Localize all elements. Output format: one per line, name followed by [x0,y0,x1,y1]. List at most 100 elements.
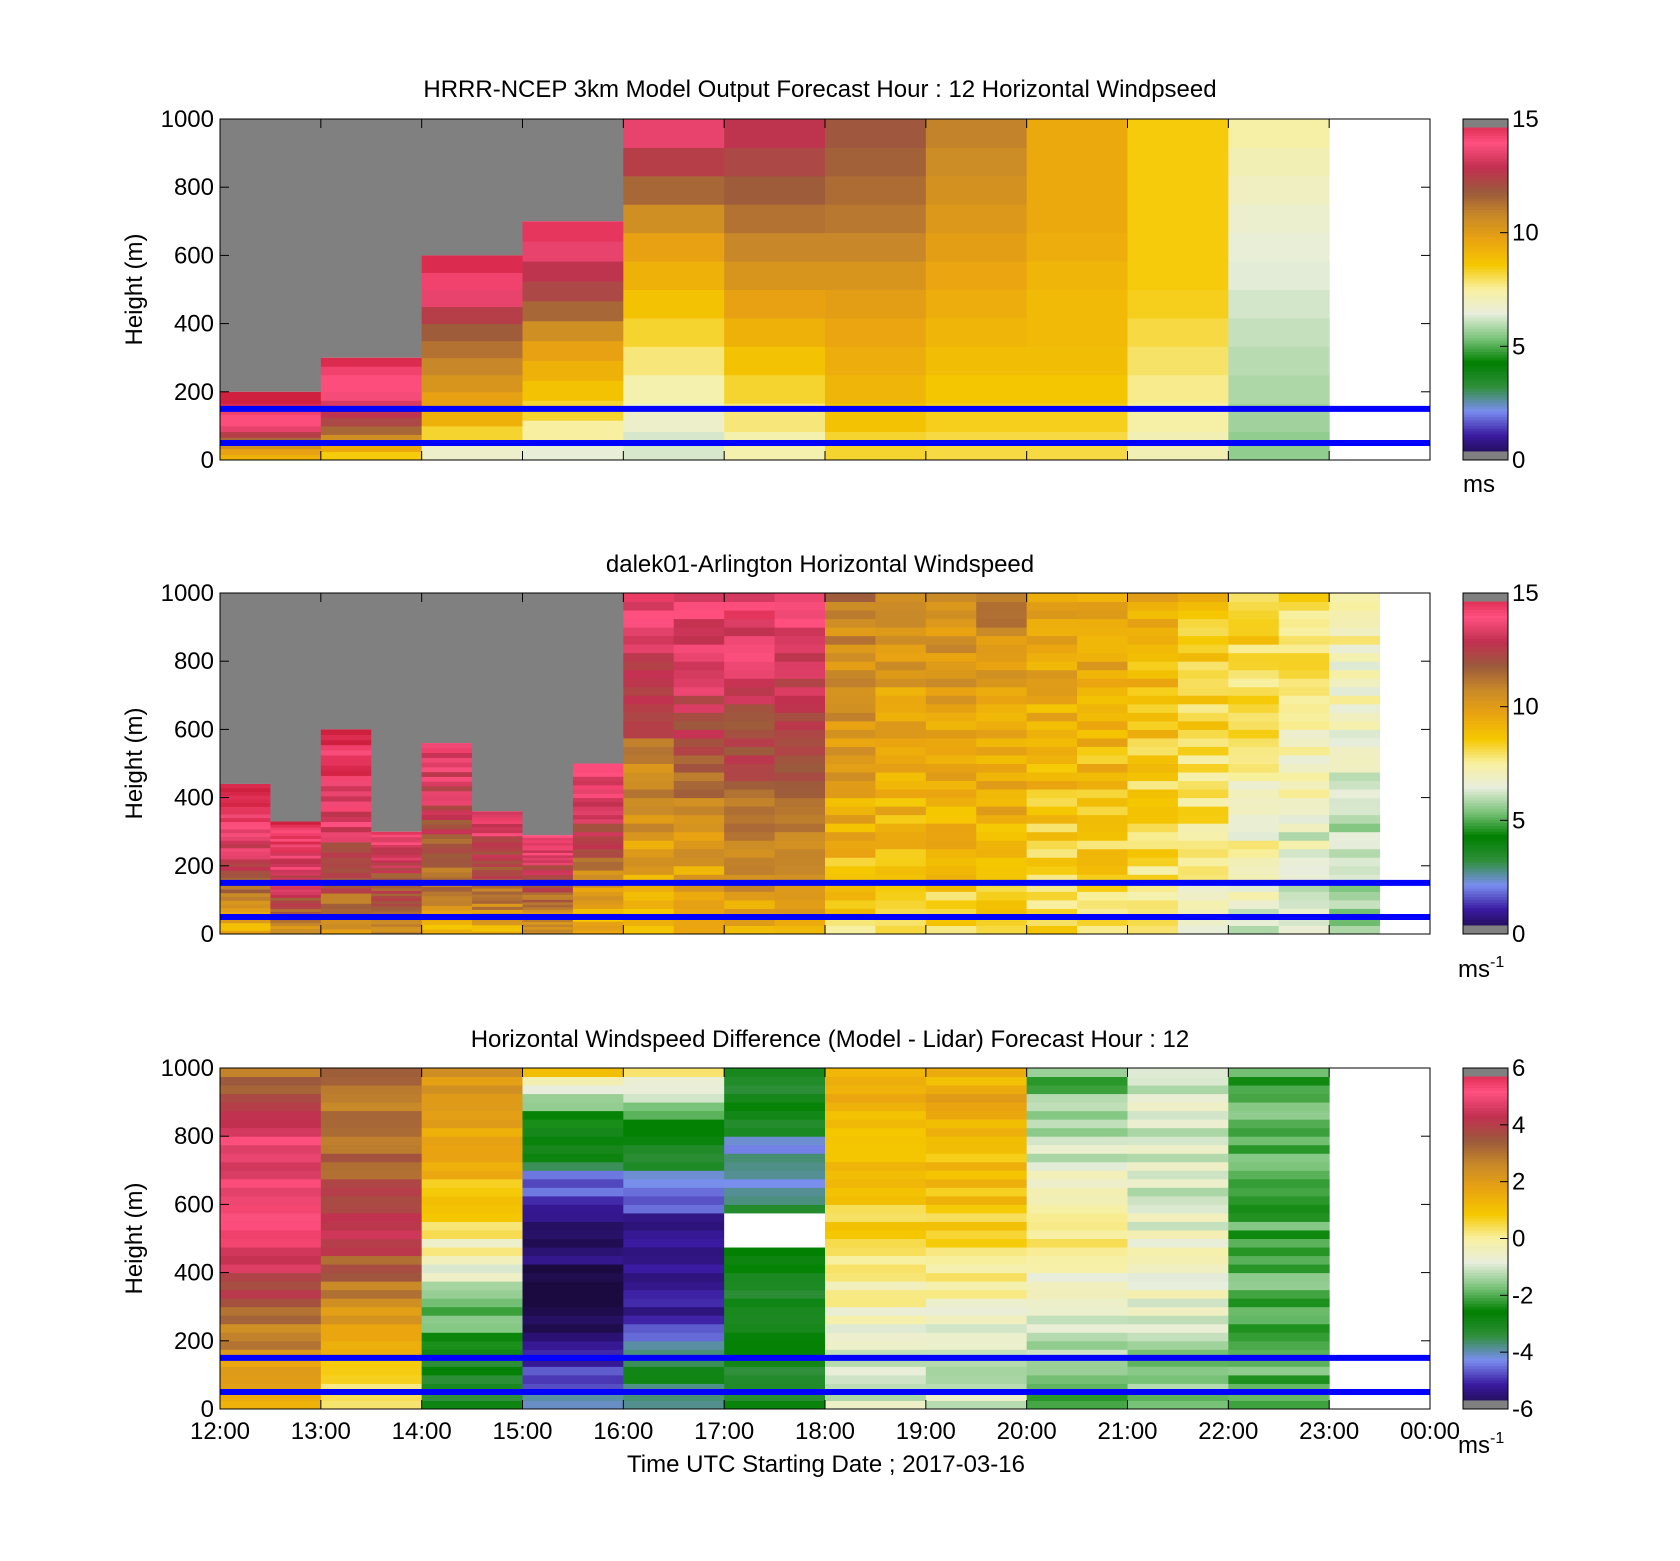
heatmap-cell [724,652,776,662]
heatmap-cell [320,1136,423,1146]
heatmap-cell [1127,1281,1229,1291]
heatmap-cell [673,865,725,875]
heatmap-cell [925,848,977,858]
heatmap-cell [1026,729,1078,739]
heatmap-cell [925,661,977,671]
colorbar-segment [1463,783,1508,787]
colorbar-segment [1463,865,1508,870]
heatmap-cell [220,1315,322,1325]
heatmap-cell [320,366,423,376]
heatmap-cell [825,661,876,671]
heatmap-cell [1127,1093,1229,1103]
heatmap-cell [522,221,624,242]
heatmap-cell [724,908,776,918]
x-tick-label: 20:00 [997,1418,1057,1445]
y-tick-label: 0 [201,921,214,948]
colorbar-segment [1463,1244,1508,1248]
colorbar-segment [1463,246,1508,251]
heatmap-cell [1177,601,1229,611]
heatmap-cell [825,1315,927,1325]
heatmap-cell [1177,840,1229,850]
heatmap-cell [522,1306,624,1316]
heatmap-cell [371,872,423,876]
colorbar-segment [1463,150,1508,154]
heatmap-cell [1026,865,1078,875]
heatmap-cell [623,925,675,935]
heatmap-cell [925,232,1028,262]
heatmap-cell [724,1306,826,1316]
heatmap-cell [774,908,826,918]
heatmap-cell [421,828,473,835]
heatmap-cell [421,1127,523,1137]
heatmap-cell [825,1102,927,1112]
heatmap-cell [724,175,826,205]
heatmap-cell [724,840,776,850]
heatmap-cell [925,1110,1028,1120]
missing-data-cell [371,593,423,832]
heatmap-cell [875,737,927,747]
heatmap-cell [825,703,876,713]
heatmap-cell [825,899,876,909]
colorbar-tick-label: 5 [1512,333,1525,360]
heatmap-cell [522,1068,624,1078]
heatmap-cell [724,1178,826,1188]
heatmap-cell [1026,806,1078,816]
colorbar-segment [1463,127,1508,131]
heatmap-cell [825,1204,927,1214]
heatmap-cell [220,825,271,830]
heatmap-cell [1127,891,1179,901]
heatmap-cell [421,1374,523,1384]
heatmap-cell [421,289,523,308]
colorbar-segment [1463,664,1508,668]
heatmap-cell [925,891,977,901]
colorbar-segment [1463,789,1508,793]
heatmap-cell [472,848,523,852]
colorbar-segment [1463,278,1508,282]
heatmap-cell [371,857,423,861]
y-tick-label: 1000 [161,1055,214,1082]
heatmap-cell [623,848,675,858]
heatmap-cell [1127,1391,1229,1401]
heatmap-cell [320,862,372,869]
colorbar-segment [1463,184,1508,188]
heatmap-cell [320,754,372,761]
heatmap-cell [522,909,574,913]
heatmap-cell [1026,1272,1128,1282]
heatmap-cell [1228,1264,1330,1274]
heatmap-cell [1329,720,1381,730]
heatmap-cell [724,1400,826,1410]
heatmap-cell [320,775,372,782]
heatmap-cell [1077,882,1128,892]
heatmap-cell [1077,797,1128,807]
heatmap-cell [320,841,372,848]
colorbar-segment [1463,1181,1508,1186]
heatmap-cell [724,695,776,705]
heatmap-cell [925,831,977,841]
heatmap-cell [472,826,523,831]
heatmap-cell [774,916,826,926]
heatmap-cell [623,712,675,722]
heatmap-cell [875,857,927,867]
heatmap-cell [1278,908,1330,918]
heatmap-cell [270,908,322,912]
colorbar-segment [1463,417,1508,421]
heatmap-cell [421,357,523,376]
colorbar-segment [1463,922,1508,926]
heatmap-cell [623,1229,725,1239]
colorbar-segment [1463,1238,1508,1242]
colorbar-segment [1463,1301,1508,1305]
heatmap-cell [724,1349,826,1359]
heatmap-cell [1127,746,1179,756]
heatmap-cell [220,900,271,905]
heatmap-cell [1228,1170,1330,1180]
heatmap-cell [623,1383,725,1393]
heatmap-cell [1127,1102,1229,1112]
heatmap-cell [1026,1170,1128,1180]
colorbar-segment [1463,326,1508,330]
colorbar-segment [1463,144,1508,148]
heatmap-cell [522,1374,624,1384]
heatmap-cell [724,1391,826,1401]
heatmap-cell [1177,882,1229,892]
colorbar-segment [1463,119,1508,123]
heatmap-cell [220,783,271,789]
